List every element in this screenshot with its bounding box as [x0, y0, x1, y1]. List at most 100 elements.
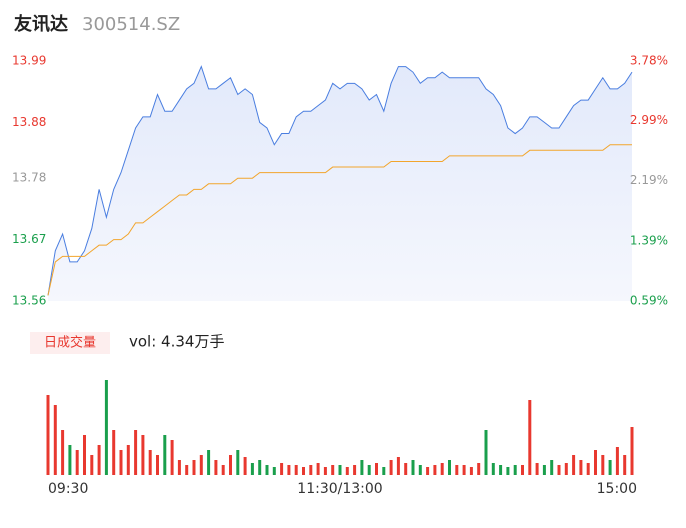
- volume-bar: [280, 463, 284, 475]
- volume-bar: [404, 463, 408, 475]
- volume-bar: [97, 445, 101, 475]
- y-tick-label: 13.88: [12, 115, 46, 129]
- volume-bar: [243, 457, 247, 475]
- volume-bar: [608, 460, 612, 475]
- volume-bar: [309, 465, 313, 475]
- volume-bar: [53, 405, 57, 475]
- volume-bar: [192, 460, 196, 475]
- y-tick-label: 13.99: [12, 54, 46, 68]
- volume-bar: [594, 450, 597, 475]
- volume-bar: [199, 455, 203, 475]
- y2-tick-label: 2.99%: [630, 113, 668, 127]
- volume-bar: [134, 430, 138, 475]
- volume-bar: [440, 463, 444, 475]
- volume-bar: [572, 455, 576, 475]
- volume-bar: [287, 465, 291, 475]
- x-tick-label: 11:30/13:00: [297, 481, 382, 497]
- volume-bar: [141, 435, 145, 475]
- volume-bar: [104, 380, 108, 475]
- volume-bar: [90, 455, 94, 475]
- price-line: [47, 65, 633, 296]
- volume-bar: [265, 465, 269, 475]
- y-tick-label: 13.56: [12, 294, 46, 308]
- volume-bar: [323, 467, 327, 475]
- volume-bar: [506, 467, 510, 475]
- volume-bar: [229, 455, 232, 475]
- volume-bar: [360, 460, 364, 475]
- volume-bar: [513, 465, 517, 475]
- volume-bar: [236, 450, 240, 475]
- volume-bar: [448, 460, 451, 475]
- y2-tick-label: 1.39%: [630, 233, 668, 247]
- volume-bar: [455, 465, 459, 475]
- volume-bar: [542, 465, 546, 475]
- volume-bar: [477, 463, 481, 475]
- legend-badge: [30, 332, 110, 354]
- y2-tick-label: 3.78%: [630, 54, 668, 68]
- volume-bar: [83, 435, 86, 475]
- volume-bar: [535, 463, 539, 475]
- volume-bar: [615, 447, 619, 475]
- volume-bar: [550, 460, 554, 475]
- volume-bar: [491, 463, 495, 475]
- volume-bar: [469, 467, 473, 475]
- volume-bar: [207, 450, 211, 475]
- volume-bar: [345, 467, 349, 475]
- stock-name: 友讯达: [14, 13, 68, 35]
- volume-bar: [75, 450, 79, 475]
- y-tick-label: 13.78: [12, 171, 46, 185]
- volume-bar: [294, 465, 298, 475]
- volume-bar: [601, 455, 605, 475]
- volume-bar: [367, 465, 371, 475]
- volume-bar: [557, 465, 561, 475]
- volume-bar: [126, 445, 130, 475]
- volume-bar: [375, 463, 378, 475]
- price-area: [48, 66, 632, 302]
- average-line: [47, 144, 632, 296]
- volume-bar: [302, 467, 305, 475]
- volume-bar: [389, 460, 393, 475]
- volume-bar: [148, 450, 152, 475]
- volume-bar: [564, 463, 568, 475]
- volume-bar: [112, 430, 116, 475]
- legend-label: 日成交量: [44, 335, 96, 351]
- volume-bar: [338, 465, 342, 475]
- volume-bar: [528, 400, 532, 475]
- volume-bar: [353, 465, 357, 475]
- volume-bar: [221, 465, 225, 475]
- y2-tick-label: 2.19%: [630, 173, 668, 187]
- volume-bar: [418, 465, 422, 475]
- volume-bar: [623, 455, 627, 475]
- volume-bar: [250, 463, 254, 475]
- volume-bar: [272, 467, 276, 475]
- volume-bar: [119, 450, 123, 475]
- volume-bar: [462, 465, 466, 475]
- stock-code: 300514.SZ: [82, 14, 180, 35]
- volume-bar: [499, 465, 503, 475]
- volume-bar: [185, 465, 189, 475]
- x-tick-label: 09:30: [48, 481, 88, 497]
- volume-bar: [411, 460, 415, 475]
- volume-bar: [316, 463, 320, 475]
- volume-bar: [521, 465, 524, 475]
- volume-bar: [579, 460, 583, 475]
- volume-bar: [426, 467, 430, 475]
- volume-bar: [396, 457, 400, 475]
- volume-bar: [170, 440, 174, 475]
- y-tick-label: 13.67: [12, 232, 46, 246]
- volume-bar: [68, 445, 72, 475]
- volume-bar: [331, 465, 335, 475]
- volume-bar: [433, 465, 437, 475]
- volume-annotation: vol: 4.34万手: [129, 333, 224, 351]
- volume-bar: [484, 430, 488, 475]
- volume-bar: [586, 463, 590, 475]
- volume-bar: [630, 427, 634, 475]
- volume-bar: [46, 395, 50, 475]
- y2-tick-label: 0.59%: [630, 294, 668, 308]
- volume-bar: [214, 460, 218, 475]
- volume-bar: [258, 460, 262, 475]
- volume-bar: [156, 455, 159, 475]
- volume-bar: [382, 467, 386, 475]
